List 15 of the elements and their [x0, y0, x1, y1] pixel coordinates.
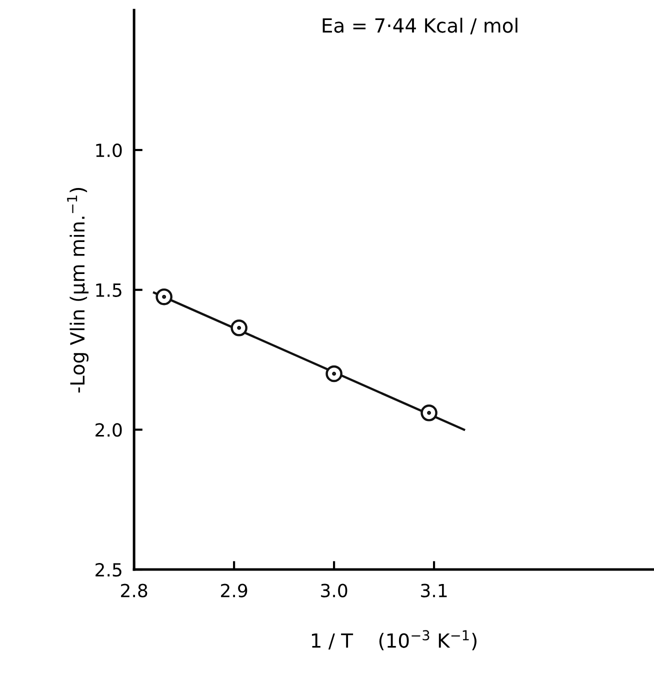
x-tick-label: 2.8 — [121, 584, 148, 598]
y-tick-label: 1.0 — [96, 143, 122, 158]
annotation: Ea = 7·44 Kcal / mol — [322, 18, 518, 34]
y-tick-label: 1.5 — [96, 284, 122, 297]
x-axis-title: 1 / T (10$^{−3}$ K$^{−1}$) — [312, 630, 476, 650]
y-tick-label: 2.0 — [96, 423, 122, 437]
x-tick-label: 3.0 — [321, 584, 348, 598]
point — [230, 319, 248, 336]
x-tick-label: 3.1 — [421, 584, 447, 598]
point — [420, 404, 438, 422]
point — [326, 365, 342, 382]
y-axis-title: -Log Vlin (μm min.$^{−1}$) — [67, 188, 89, 393]
x-tick-label: 2.9 — [221, 584, 248, 598]
y-tick-label: 2.5 — [96, 562, 122, 577]
point — [156, 288, 172, 306]
